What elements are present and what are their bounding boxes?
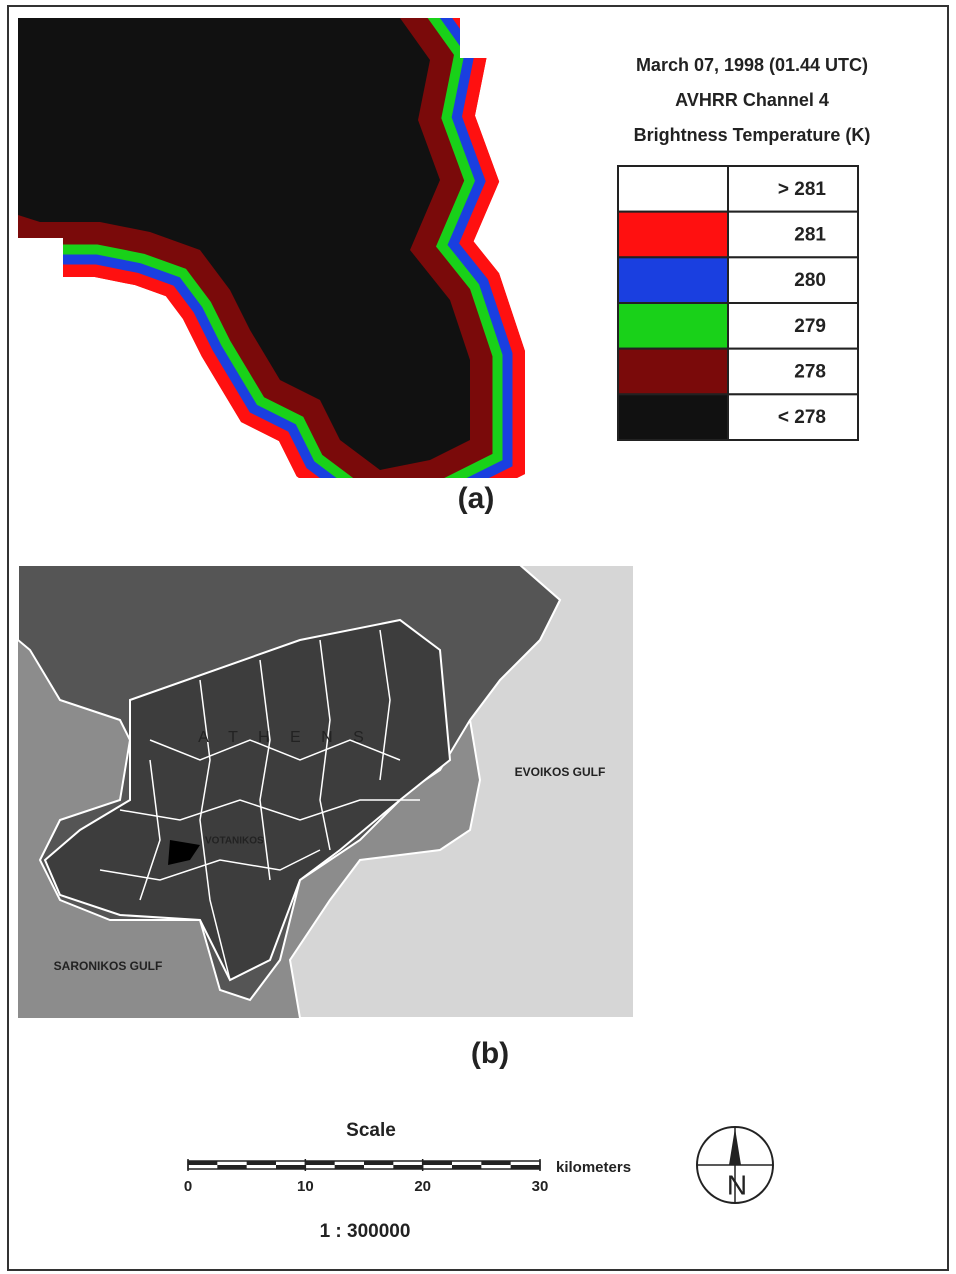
compass: N — [697, 1127, 773, 1203]
site-label: VOTANIKOS — [205, 836, 264, 847]
title-line: AVHRR Channel 4 — [675, 90, 829, 110]
title-line: Brightness Temperature (K) — [634, 125, 871, 145]
scale-segment — [247, 1161, 276, 1165]
legend-cell — [728, 303, 858, 349]
panel-caption: (a) — [458, 482, 495, 515]
city-label: A T H E N S — [198, 729, 372, 746]
scale-tick-label: 30 — [532, 1178, 549, 1195]
scale-title: Scale — [346, 1120, 396, 1141]
warm-gap — [460, 18, 560, 58]
legend-label: > 281 — [778, 179, 827, 200]
legend-swatch — [618, 349, 728, 395]
legend-cell — [728, 257, 858, 303]
scale-segment — [511, 1165, 540, 1169]
warm-gap — [18, 238, 63, 288]
scale-segment — [452, 1165, 481, 1169]
title-line: March 07, 1998 (01.44 UTC) — [636, 55, 868, 75]
compass-label: N — [727, 1169, 747, 1200]
scale-tick-label: 10 — [297, 1178, 314, 1195]
scale-segment — [364, 1161, 393, 1165]
gulf-label: EVOIKOS GULF — [515, 765, 606, 779]
legend-cell — [728, 212, 858, 258]
scale-segment — [423, 1161, 452, 1165]
legend-cell — [728, 349, 858, 395]
legend-label: 279 — [794, 316, 826, 337]
legend-swatch — [618, 212, 728, 258]
scale-segment — [481, 1161, 510, 1165]
scale-tick-label: 20 — [414, 1178, 431, 1195]
figure-page: March 07, 1998 (01.44 UTC) AVHRR Channel … — [0, 0, 956, 1274]
scale-segment — [276, 1165, 305, 1169]
scale-tick-label: 0 — [184, 1178, 192, 1195]
athens-map — [18, 565, 634, 1018]
legend-label: 278 — [794, 362, 826, 383]
panel-caption: (b) — [471, 1037, 509, 1070]
legend-swatch — [618, 394, 728, 440]
scale-segment — [305, 1161, 334, 1165]
legend-table: > 281 281 280 279 278 < 278 — [618, 166, 858, 440]
scale-segment — [217, 1165, 246, 1169]
legend-label: 281 — [794, 225, 826, 246]
scale-segment — [335, 1165, 364, 1169]
legend-label: 280 — [794, 270, 826, 291]
legend-swatch — [618, 257, 728, 303]
scale-unit: kilometers — [556, 1159, 631, 1176]
scale-segment — [393, 1165, 422, 1169]
legend-label: < 278 — [778, 407, 826, 428]
gulf-label: SARONIKOS GULF — [54, 959, 163, 973]
legend-swatch — [618, 303, 728, 349]
scale-ratio: 1 : 300000 — [320, 1221, 411, 1242]
legend-swatch — [618, 166, 728, 212]
scale-segment — [188, 1161, 217, 1165]
